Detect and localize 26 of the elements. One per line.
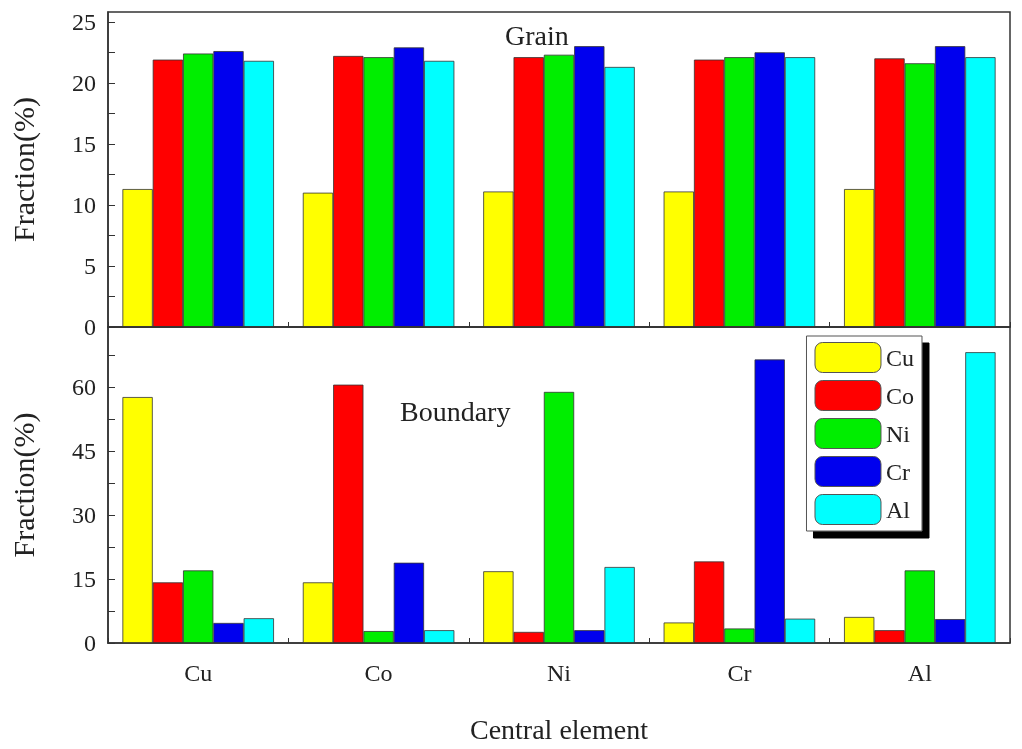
legend-label: Al <box>885 496 911 523</box>
y-tick-label: 45 <box>72 437 96 464</box>
y-tick-label: 0 <box>84 314 96 340</box>
y-axis-title: Fraction(%) <box>6 412 41 558</box>
x-tick-label: Ni <box>547 660 572 686</box>
x-tick-label: Cr <box>727 660 752 686</box>
chart-title: Grain <box>505 19 569 51</box>
x-tick-label: Cu <box>184 660 213 686</box>
legend-label: Ni <box>885 420 911 447</box>
y-tick-label: 5 <box>84 252 96 279</box>
y-tick-label: 0 <box>84 630 96 656</box>
x-tick-label: Co <box>364 660 393 686</box>
text: Boundary <box>400 395 511 427</box>
y-tick-label: 15 <box>72 130 96 157</box>
y-tick-label: 10 <box>72 191 96 218</box>
legend-label: Cu <box>885 344 915 371</box>
y-tick-label: 20 <box>72 69 96 96</box>
y-tick-label: 15 <box>72 565 96 592</box>
y-tick-label: 30 <box>72 501 96 528</box>
legend-label: Cr <box>885 458 910 485</box>
x-tick-label: Al <box>907 660 933 686</box>
y-axis-title: Fraction(%) <box>6 97 41 242</box>
legend-label: Co <box>885 382 915 409</box>
x-axis-title: Central element <box>469 713 649 745</box>
y-tick-label: 60 <box>72 373 96 400</box>
y-tick-label: 25 <box>72 8 96 35</box>
